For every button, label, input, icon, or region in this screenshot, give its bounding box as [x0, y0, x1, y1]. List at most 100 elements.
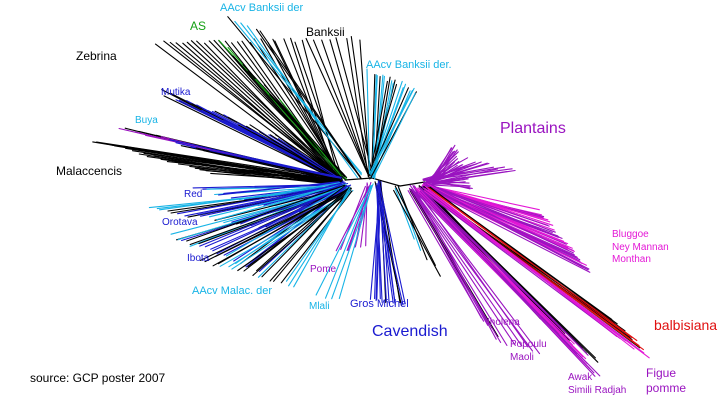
aacv-banksii-right-branch — [369, 89, 413, 174]
label-simili-radjah: Simili Radjah — [568, 384, 627, 396]
banksii-clade-branch — [321, 39, 371, 180]
zebrina-banksii-branch — [218, 40, 340, 181]
label-iholena: Iholena — [487, 317, 520, 328]
backbone-branch — [399, 181, 426, 187]
awak-clade-branch — [419, 188, 595, 374]
aacv-malac-clade-branch — [273, 190, 350, 282]
banksii-clade-branch — [312, 39, 369, 175]
backbone-branch — [344, 177, 373, 181]
awak-clade-branch — [419, 190, 596, 377]
aab-clade-branch — [426, 182, 556, 233]
plantains-long-branch — [422, 166, 495, 181]
aacv-banksii-top-branch — [255, 28, 362, 180]
label-aacv-banksii-der-top: AAcv Banksii der — [220, 2, 304, 14]
popoulu-clade-branch — [412, 189, 523, 347]
label-figue-pomme: Figue pomme — [646, 366, 686, 396]
mlali-clade-branch — [324, 185, 371, 299]
cavendish-stem-branch — [397, 185, 428, 261]
backbone-branch — [371, 177, 401, 187]
figue-pomme-clade-branch — [423, 191, 621, 339]
mlali-clade-branch — [338, 184, 373, 300]
awak-clade-branch — [418, 192, 601, 377]
gros-michel-clade-branch — [375, 183, 380, 302]
banksii-clade-branch — [305, 37, 369, 175]
aacv-banksii-top-branch — [227, 16, 361, 177]
label-zebrina: Zebrina — [76, 49, 117, 63]
popoulu-clade-branch — [411, 188, 516, 346]
label-red: Red — [184, 189, 203, 200]
aacv-banksii-right-branch — [371, 74, 376, 179]
aacv-banksii-right-branch — [373, 82, 394, 179]
aacv-banksii-top-branch — [246, 25, 359, 179]
aacv-banksii-right-branch — [369, 80, 388, 175]
label-gros-michel: Gros Michel — [350, 298, 409, 310]
popoulu-clade-branch — [412, 186, 541, 355]
aacv-banksii-top-branch — [259, 30, 362, 179]
iholena-clade-branch — [407, 190, 485, 322]
banksii-clade-branch — [335, 37, 374, 175]
mlali-clade-branch — [315, 185, 372, 296]
mutika-clade-branch — [258, 131, 342, 183]
zebrina-banksii-branch — [283, 38, 339, 180]
label-figue: Figue — [646, 366, 677, 380]
label-mutika: Mutika — [161, 87, 191, 98]
mutika-clade-branch — [163, 95, 342, 183]
popoulu-clade-branch — [409, 184, 534, 352]
zebrina-banksii-branch — [182, 42, 341, 184]
mutika-clade-branch — [275, 134, 343, 180]
aacv-malac-clade-branch — [217, 187, 350, 265]
orotava-clade-branch — [159, 184, 343, 211]
zebrina-banksii-branch — [204, 42, 340, 181]
as-clade-branch — [284, 108, 346, 177]
aacv-banksii-right-branch — [369, 87, 415, 175]
label-awak: Awak — [568, 372, 593, 383]
label-ney-mannan: Ney Mannan — [612, 241, 669, 253]
aab-clade-branch — [423, 182, 563, 239]
gros-michel-clade-branch — [376, 185, 383, 303]
label-popoulu: Popoulu — [510, 339, 547, 350]
aacv-malac-clade-branch — [243, 188, 351, 272]
zebrina-banksii-branch — [301, 39, 340, 179]
aacv-banksii-right-branch — [366, 68, 371, 175]
label-as: AS — [190, 19, 207, 33]
popoulu-clade-branch — [408, 187, 502, 343]
orotava-clade-branch — [216, 183, 345, 221]
tree-branches — [92, 16, 650, 377]
label-aab-group: Bluggoe Ney Mannan Monthan — [612, 229, 669, 267]
mutika-clade-branch — [269, 134, 341, 180]
label-pome: Pome — [310, 264, 337, 275]
popoulu-clade-branch — [411, 189, 508, 346]
label-bluggoe: Bluggoe — [612, 229, 649, 240]
label-monthan: Monthan — [612, 254, 651, 265]
awak-clade-branch — [420, 191, 575, 345]
orotava-clade-branch — [184, 182, 349, 217]
mutika-clade-branch — [277, 138, 344, 181]
malaccensis-clade-branch — [205, 170, 339, 181]
aacv-malac-clade-branch — [293, 187, 351, 288]
plantains-long-branch — [423, 168, 513, 182]
plantains-long-branch — [422, 163, 478, 180]
cavendish-stem-branch — [394, 187, 415, 240]
banksii-clade-branch — [329, 39, 370, 177]
zebrina-banksii-branch — [241, 40, 340, 180]
aab-clade-branch — [426, 183, 574, 254]
mutika-clade-branch — [201, 109, 341, 181]
banksii-clade-branch — [346, 38, 369, 178]
label-mlali: Mlali — [309, 301, 330, 312]
aab-clade-branch — [424, 187, 591, 273]
figue-pomme-clade-branch — [423, 190, 650, 359]
ibota-clade-branch — [170, 188, 346, 235]
label-cavendish: Cavendish — [372, 323, 448, 340]
banksii-clade-branch — [359, 39, 371, 176]
as-clade-branch — [232, 55, 343, 181]
label-ibota: Ibota — [187, 253, 210, 264]
label-orotava: Orotava — [162, 217, 198, 228]
plantains-long-branch — [422, 166, 506, 181]
label-maoli: Maoli — [510, 351, 534, 363]
malaccensis-clade-branch — [210, 172, 344, 183]
aacv-banksii-right-branch — [369, 83, 398, 176]
plantains-long-branch — [425, 169, 516, 185]
gros-michel-clade-branch — [378, 180, 406, 305]
cavendish-stem-branch — [394, 185, 436, 266]
